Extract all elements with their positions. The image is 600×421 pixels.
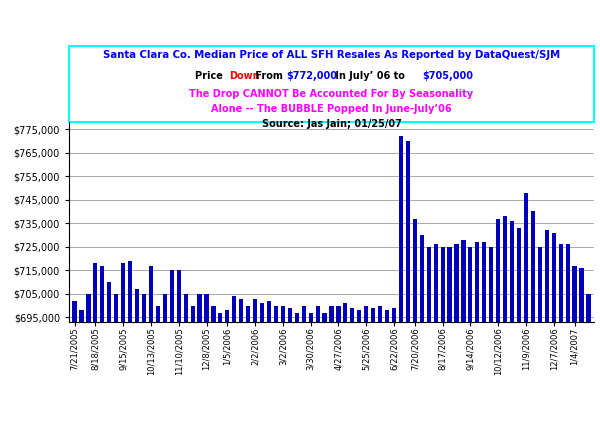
Bar (239, 298, 244, 421)
Bar (566, 245, 569, 421)
Bar (385, 310, 389, 421)
Bar (69, 46, 594, 122)
Bar (378, 306, 382, 421)
Bar (260, 303, 264, 421)
Bar (392, 308, 396, 421)
Bar (538, 247, 542, 421)
Bar (337, 306, 341, 421)
Bar (496, 218, 500, 421)
Bar (225, 310, 229, 421)
Bar (427, 247, 431, 421)
Bar (434, 245, 438, 421)
Bar (79, 310, 83, 421)
Bar (406, 141, 410, 421)
Bar (197, 294, 202, 421)
Bar (357, 310, 361, 421)
Bar (218, 313, 223, 421)
Bar (211, 306, 215, 421)
Bar (413, 218, 417, 421)
Bar (364, 306, 368, 421)
Text: The Drop CANNOT Be Accounted For By Seasonality: The Drop CANNOT Be Accounted For By Seas… (190, 89, 473, 99)
Bar (586, 294, 590, 421)
Text: In July’ 06 to: In July’ 06 to (331, 71, 408, 81)
Bar (73, 301, 77, 421)
Bar (503, 216, 507, 421)
Bar (142, 294, 146, 421)
Bar (524, 193, 528, 421)
Bar (121, 263, 125, 421)
Bar (448, 247, 452, 421)
Bar (308, 313, 313, 421)
Bar (288, 308, 292, 421)
Bar (302, 306, 306, 421)
Text: $705,000: $705,000 (422, 71, 473, 81)
Bar (107, 282, 112, 421)
Bar (184, 294, 188, 421)
Bar (135, 289, 139, 421)
Bar (156, 306, 160, 421)
Bar (316, 306, 320, 421)
Text: $772,000: $772,000 (286, 71, 337, 81)
Bar (267, 301, 271, 421)
Bar (399, 136, 403, 421)
Bar (94, 263, 97, 421)
Text: From: From (252, 71, 286, 81)
Bar (440, 247, 445, 421)
Bar (253, 298, 257, 421)
Bar (191, 306, 194, 421)
Bar (517, 228, 521, 421)
Bar (531, 211, 535, 421)
Bar (510, 221, 514, 421)
Bar (274, 306, 278, 421)
Bar (371, 308, 375, 421)
Bar (343, 303, 347, 421)
Bar (551, 233, 556, 421)
Bar (475, 242, 479, 421)
Bar (149, 266, 153, 421)
Bar (176, 270, 181, 421)
Bar (163, 294, 167, 421)
Bar (350, 308, 355, 421)
Bar (295, 313, 299, 421)
Bar (281, 306, 285, 421)
Bar (454, 245, 458, 421)
Bar (232, 296, 236, 421)
Bar (100, 266, 104, 421)
Bar (128, 261, 132, 421)
Text: Santa Clara Co. Median Price of ALL SFH Resales As Reported by DataQuest/SJM: Santa Clara Co. Median Price of ALL SFH … (103, 50, 560, 60)
Bar (246, 306, 250, 421)
Bar (419, 235, 424, 421)
Bar (559, 245, 563, 421)
Bar (545, 230, 549, 421)
Bar (482, 242, 487, 421)
Text: Price: Price (196, 71, 227, 81)
Bar (329, 306, 334, 421)
Text: Source: Jas Jain; 01/25/07: Source: Jas Jain; 01/25/07 (262, 119, 401, 129)
Bar (170, 270, 174, 421)
Bar (572, 266, 577, 421)
Bar (580, 268, 584, 421)
Bar (322, 313, 326, 421)
Text: Alone -- The BUBBLE Popped In June-July’06: Alone -- The BUBBLE Popped In June-July’… (211, 104, 452, 114)
Bar (461, 240, 466, 421)
Bar (86, 294, 91, 421)
Bar (489, 247, 493, 421)
Text: Down: Down (229, 71, 260, 81)
Bar (469, 247, 472, 421)
Bar (205, 294, 209, 421)
Bar (114, 294, 118, 421)
